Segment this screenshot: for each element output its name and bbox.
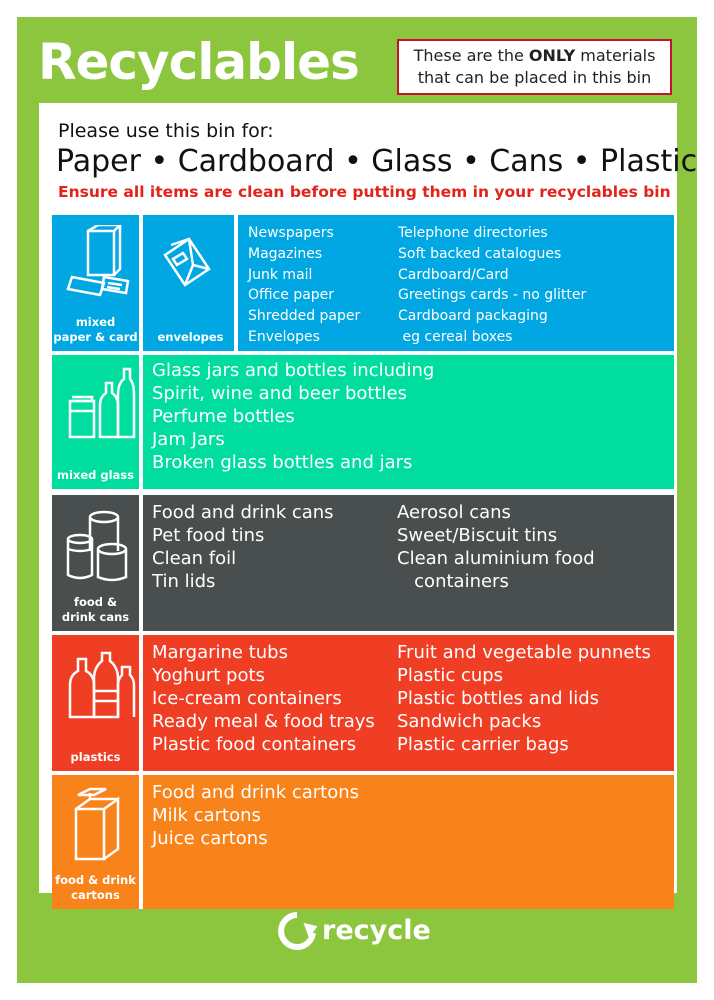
list-item: Jam Jars: [152, 429, 225, 450]
mixed-paper-icon: [66, 225, 130, 297]
page-title: Recyclables: [38, 33, 360, 91]
list-item: Envelopes: [248, 328, 320, 345]
list-item: Plastic bottles and lids: [397, 688, 600, 709]
recycle-arrow-icon: [278, 912, 318, 950]
section-plastics: plastics Margarine tubs Yoghurt pots Ice…: [52, 635, 674, 771]
intro-lead: Please use this bin for:: [58, 120, 274, 142]
list-item: Ice-cream containers: [152, 688, 342, 709]
plastics-icon-box: plastics: [52, 635, 143, 771]
list-item: Newspapers: [248, 225, 334, 241]
only-emphasis: ONLY: [528, 46, 576, 65]
list-item: Aerosol cans: [397, 502, 511, 523]
section-cartons: food & drink cartons Food and drink cart…: [52, 775, 674, 909]
content-panel: Please use this bin for: Paper • Cardboa…: [39, 103, 697, 909]
list-item: Telephone directories: [398, 225, 548, 241]
plastics-items-col2: Fruit and vegetable punnets Plastic cups…: [397, 641, 651, 756]
list-item: Plastic food containers: [152, 734, 357, 755]
carton-icon: [74, 787, 120, 861]
list-item: Cardboard/Card: [398, 266, 509, 283]
cans-icon: [66, 510, 128, 582]
recycle-logo-text: recycle: [322, 915, 431, 946]
list-item: Cardboard packaging: [398, 308, 548, 325]
list-item: Margarine tubs: [152, 642, 288, 663]
glass-items: Glass jars and bottles including Spirit,…: [152, 359, 434, 474]
section-paper: mixed paper & card envelopes New: [52, 215, 674, 351]
paper-items-col2: Telephone directories Soft backed catalo…: [398, 223, 586, 348]
list-item: Food and drink cartons: [152, 782, 360, 803]
list-item: Junk mail: [248, 266, 313, 283]
list-item: Ready meal & food trays: [152, 711, 375, 732]
list-item: Sweet/Biscuit tins: [397, 525, 558, 546]
section-cans: food & drink cans Food and drink cans Pe…: [52, 495, 674, 631]
paper-items-col1: Newspapers Magazines Junk mail Office pa…: [248, 223, 360, 348]
plastics-items-col1: Margarine tubs Yoghurt pots Ice-cream co…: [152, 641, 375, 756]
envelope-icon: [163, 237, 211, 287]
list-item: Fruit and vegetable punnets: [397, 642, 651, 663]
list-item: Clean foil: [152, 548, 237, 569]
list-item: Shredded paper: [248, 308, 361, 325]
list-item: Glass jars and bottles including: [152, 360, 435, 381]
list-item: Juice cartons: [152, 828, 268, 849]
list-item: Plastic cups: [397, 665, 504, 686]
list-item: Spirit, wine and beer bottles: [152, 383, 407, 404]
plastic-bottles-icon: [68, 651, 136, 719]
list-item: Yoghurt pots: [152, 665, 265, 686]
list-item: containers: [397, 571, 509, 592]
only-materials-notice: These are the ONLY materials that can be…: [397, 39, 672, 95]
list-item: Food and drink cans: [152, 502, 334, 523]
list-item: Tin lids: [152, 571, 216, 592]
list-item: Pet food tins: [152, 525, 265, 546]
list-item: Soft backed catalogues: [398, 245, 562, 262]
list-item: eg cereal boxes: [398, 328, 513, 345]
paper-icon-box: mixed paper & card: [52, 215, 143, 351]
envelopes-icon-box: envelopes: [147, 215, 238, 351]
section-glass: mixed glass Glass jars and bottles inclu…: [52, 355, 674, 489]
clean-warning: Ensure all items are clean before puttin…: [58, 183, 671, 201]
cans-items-col1: Food and drink cans Pet food tins Clean …: [152, 501, 334, 593]
poster: Recyclables These are the ONLY materials…: [17, 17, 697, 983]
glass-icon-box: mixed glass: [52, 355, 143, 489]
cartons-items: Food and drink cartons Milk cartons Juic…: [152, 781, 359, 850]
list-item: Greetings cards - no glitter: [398, 287, 587, 304]
list-item: Clean aluminium food: [397, 548, 595, 569]
list-item: Sandwich packs: [397, 711, 542, 732]
cans-icon-box: food & drink cans: [52, 495, 143, 631]
cartons-icon-box: food & drink cartons: [52, 775, 143, 909]
list-item: Perfume bottles: [152, 406, 295, 427]
bottles-icon: [68, 367, 136, 439]
cans-items-col2: Aerosol cans Sweet/Biscuit tins Clean al…: [397, 501, 595, 593]
list-item: Milk cartons: [152, 805, 261, 826]
list-item: Magazines: [248, 245, 323, 262]
list-item: Office paper: [248, 287, 335, 304]
materials-list: Paper • Cardboard • Glass • Cans • Plast…: [56, 144, 698, 179]
list-item: Broken glass bottles and jars: [152, 452, 413, 473]
list-item: Plastic carrier bags: [397, 734, 569, 755]
